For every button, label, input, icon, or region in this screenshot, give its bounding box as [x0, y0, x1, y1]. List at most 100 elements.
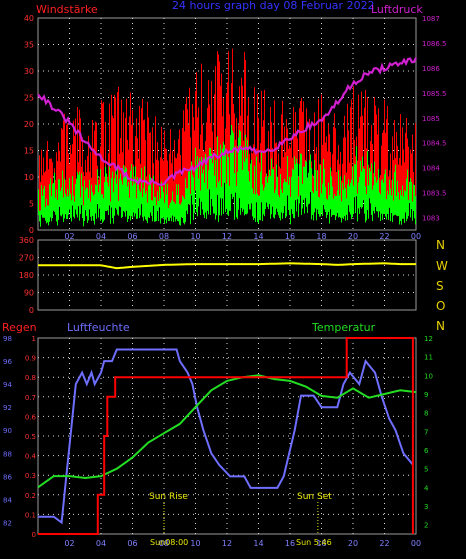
top-x-tick-label: 08: [159, 232, 169, 241]
temperature-tick-label: 12: [424, 335, 433, 343]
pressure-axis-label: Luftdruck: [371, 3, 423, 16]
rain-tick-label: 0.4: [25, 453, 37, 461]
rain-tick-label: 0.8: [25, 374, 36, 382]
top-x-tick-label: 20: [348, 232, 358, 241]
sunset-label: Sun Set: [297, 492, 332, 502]
tick-labels: 051015202530354010831083.510841084.51085…: [3, 14, 447, 548]
temperature-tick-label: 10: [424, 372, 433, 380]
rain-line: [38, 337, 414, 535]
bottom-x-tick-label: 10: [190, 539, 200, 548]
bottom-x-tick-label: 02: [64, 539, 74, 548]
wind-tick-label: 35: [24, 41, 34, 50]
compass-s: S: [436, 279, 444, 293]
bottom-x-tick-label: 16: [285, 539, 295, 548]
rain-tick-label: 0.2: [25, 492, 36, 500]
rain-tick-label: 0.9: [25, 355, 36, 363]
pressure-tick-label: 1083: [422, 215, 440, 223]
wind-tick-label: 5: [29, 200, 34, 209]
humidity-line: [38, 348, 414, 525]
direction-tick-label: 0: [29, 306, 34, 315]
wind-tick-label: 20: [24, 120, 34, 129]
top-x-tick-label: 04: [96, 232, 106, 241]
compass-w: W: [436, 259, 448, 273]
pressure-tick-label: 1086: [422, 65, 440, 73]
pressure-tick-label: 1087: [422, 15, 440, 23]
bottom-x-tick-label: 00: [411, 539, 421, 548]
humidity-tick-label: 98: [3, 335, 12, 343]
chart-marks: [37, 48, 418, 535]
pressure-tick-label: 1083.5: [422, 190, 447, 198]
wind-tick-label: 30: [24, 67, 34, 76]
temperature-tick-label: 2: [424, 522, 428, 530]
rain-tick-label: 0.5: [25, 433, 36, 441]
temperature-tick-label: 8: [424, 410, 428, 418]
wind-tick-label: 15: [24, 147, 34, 156]
pressure-tick-label: 1085.5: [422, 90, 447, 98]
temperature-axis-label: Temperatur: [311, 321, 376, 334]
bottom-x-tick-label: 08: [159, 539, 169, 548]
rain-tick-label: 0.3: [25, 472, 36, 480]
bottom-x-tick-label: 04: [96, 539, 106, 548]
rain-tick-label: 0: [32, 531, 36, 539]
wind-axis-label: Windstärke: [36, 3, 98, 16]
rain-tick-label: 0.1: [25, 511, 36, 519]
wind-tick-label: 40: [24, 14, 34, 23]
top-x-tick-label: 02: [64, 232, 74, 241]
compass-o: O: [436, 299, 445, 313]
top-x-tick-label: 06: [127, 232, 137, 241]
top-x-tick-label: 18: [316, 232, 326, 241]
temperature-tick-label: 3: [424, 503, 428, 511]
top-x-tick-label: 10: [190, 232, 200, 241]
compass-n-top: N: [436, 238, 445, 252]
humidity-tick-label: 86: [3, 473, 12, 481]
top-x-tick-label: 16: [285, 232, 295, 241]
humidity-tick-label: 94: [3, 381, 12, 389]
temperature-tick-label: 7: [424, 428, 428, 436]
wind-direction-line: [38, 262, 416, 270]
temperature-tick-label: 9: [424, 391, 428, 399]
bottom-x-tick-label: 20: [348, 539, 358, 548]
rain-tick-label: 0.7: [25, 394, 36, 402]
wind-tick-label: 0: [29, 226, 34, 235]
rain-axis-label: Regen: [2, 321, 37, 334]
top-x-tick-label: 00: [411, 232, 421, 241]
temperature-tick-label: 5: [424, 466, 428, 474]
bottom-x-tick-label: 06: [127, 539, 137, 548]
temperature-line: [37, 374, 417, 489]
temperature-tick-label: 11: [424, 354, 433, 362]
sunset-time-label: Sun 5:46: [296, 538, 332, 547]
sunrise-time-label: Sun08:00: [150, 538, 188, 547]
humidity-tick-label: 92: [3, 404, 12, 412]
temperature-tick-label: 4: [424, 484, 429, 492]
pressure-tick-label: 1085: [422, 115, 440, 123]
rain-tick-label: 0.6: [25, 413, 37, 421]
humidity-tick-label: 96: [3, 358, 12, 366]
top-x-tick-label: 22: [379, 232, 389, 241]
pressure-tick-label: 1086.5: [422, 40, 447, 48]
bottom-x-tick-label: 12: [222, 539, 232, 548]
humidity-axis-label: Luftfeuchte: [67, 321, 130, 334]
pressure-line: [37, 57, 418, 186]
top-x-tick-label: 12: [222, 232, 232, 241]
humidity-tick-label: 88: [3, 450, 12, 458]
pressure-tick-label: 1084: [422, 165, 440, 173]
bottom-x-tick-label: 18: [316, 539, 326, 548]
chart-title: 24 hours graph day 08 Februar 2022: [172, 0, 375, 12]
bottom-x-tick-label: 14: [253, 539, 263, 548]
direction-tick-label: 90: [24, 289, 34, 298]
humidity-tick-label: 84: [3, 496, 12, 504]
humidity-tick-label: 90: [3, 427, 12, 435]
sunrise-label: Sun Rise: [149, 492, 188, 502]
direction-tick-label: 270: [19, 254, 34, 263]
wind-tick-label: 25: [24, 94, 34, 103]
direction-tick-label: 180: [19, 271, 34, 280]
wind-tick-label: 10: [24, 173, 34, 182]
rain-tick-label: 1: [32, 335, 36, 343]
humidity-tick-label: 82: [3, 519, 12, 527]
compass-n-bottom: N: [436, 319, 445, 333]
direction-tick-label: 360: [19, 236, 34, 245]
pressure-tick-label: 1084.5: [422, 140, 447, 148]
temperature-tick-label: 6: [424, 447, 429, 455]
